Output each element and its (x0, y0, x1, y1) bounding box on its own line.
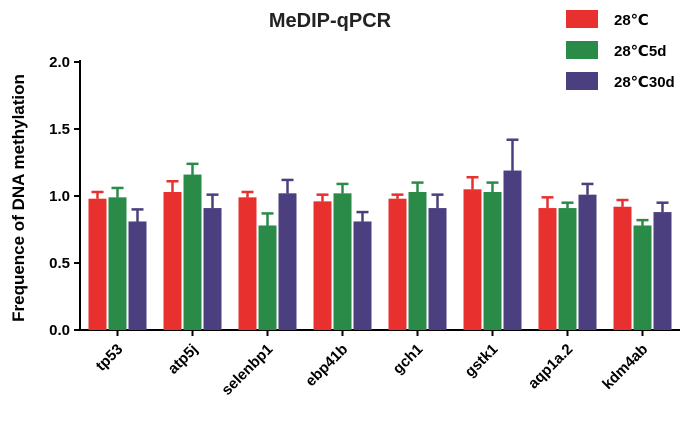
bar (428, 208, 447, 330)
legend-swatch (566, 10, 598, 28)
legend-swatch (566, 41, 598, 59)
x-tick-label: selenbp1 (218, 341, 276, 399)
y-tick-label: 0.5 (49, 255, 70, 272)
bar (163, 191, 182, 330)
x-tick-label: tp53 (92, 341, 126, 375)
bar (278, 193, 297, 330)
bar (633, 225, 652, 330)
bar (353, 221, 372, 330)
bar (538, 208, 557, 330)
legend: 28℃ 28℃5d 28℃30d (566, 10, 675, 91)
x-tick-label: aqp1a.2 (525, 341, 577, 393)
y-tick-label: 1.0 (49, 188, 70, 205)
legend-label: 28℃ (614, 12, 649, 29)
bar (128, 221, 147, 330)
bar (558, 208, 577, 330)
bar (203, 208, 222, 330)
bar (388, 198, 407, 330)
y-tick-label: 2.0 (49, 54, 70, 71)
bar (653, 212, 672, 330)
x-tick-label: kdm4ab (599, 341, 651, 393)
bar (578, 194, 597, 330)
chart-title: MeDIP-qPCR (269, 10, 392, 32)
bar (183, 174, 202, 330)
x-tick-label: gstk1 (462, 341, 502, 381)
legend-label: 28℃5d (614, 43, 666, 60)
x-tick-label: ebp41b (302, 341, 351, 390)
bar (613, 206, 632, 330)
bar (503, 170, 522, 330)
bar (408, 191, 427, 330)
bar (333, 193, 352, 330)
bar (483, 191, 502, 330)
x-tick-label: gch1 (390, 341, 427, 378)
bar (88, 198, 107, 330)
legend-swatch (566, 72, 598, 90)
bar (238, 197, 257, 330)
y-tick-label: 0.0 (49, 322, 70, 339)
bar (313, 201, 332, 330)
y-axis-label: Frequence of DNA methylation (9, 74, 28, 322)
bar (258, 225, 277, 330)
bar (463, 189, 482, 330)
plot-area: 0.0 0.5 1.0 1.5 2.0 tp53 atp5j selenbp1 ebp41b gc… (49, 54, 680, 399)
y-tick-label: 1.5 (49, 121, 70, 138)
legend-label: 28℃30d (614, 74, 675, 91)
x-tick-label: atp5j (165, 341, 202, 378)
bar (108, 197, 127, 330)
